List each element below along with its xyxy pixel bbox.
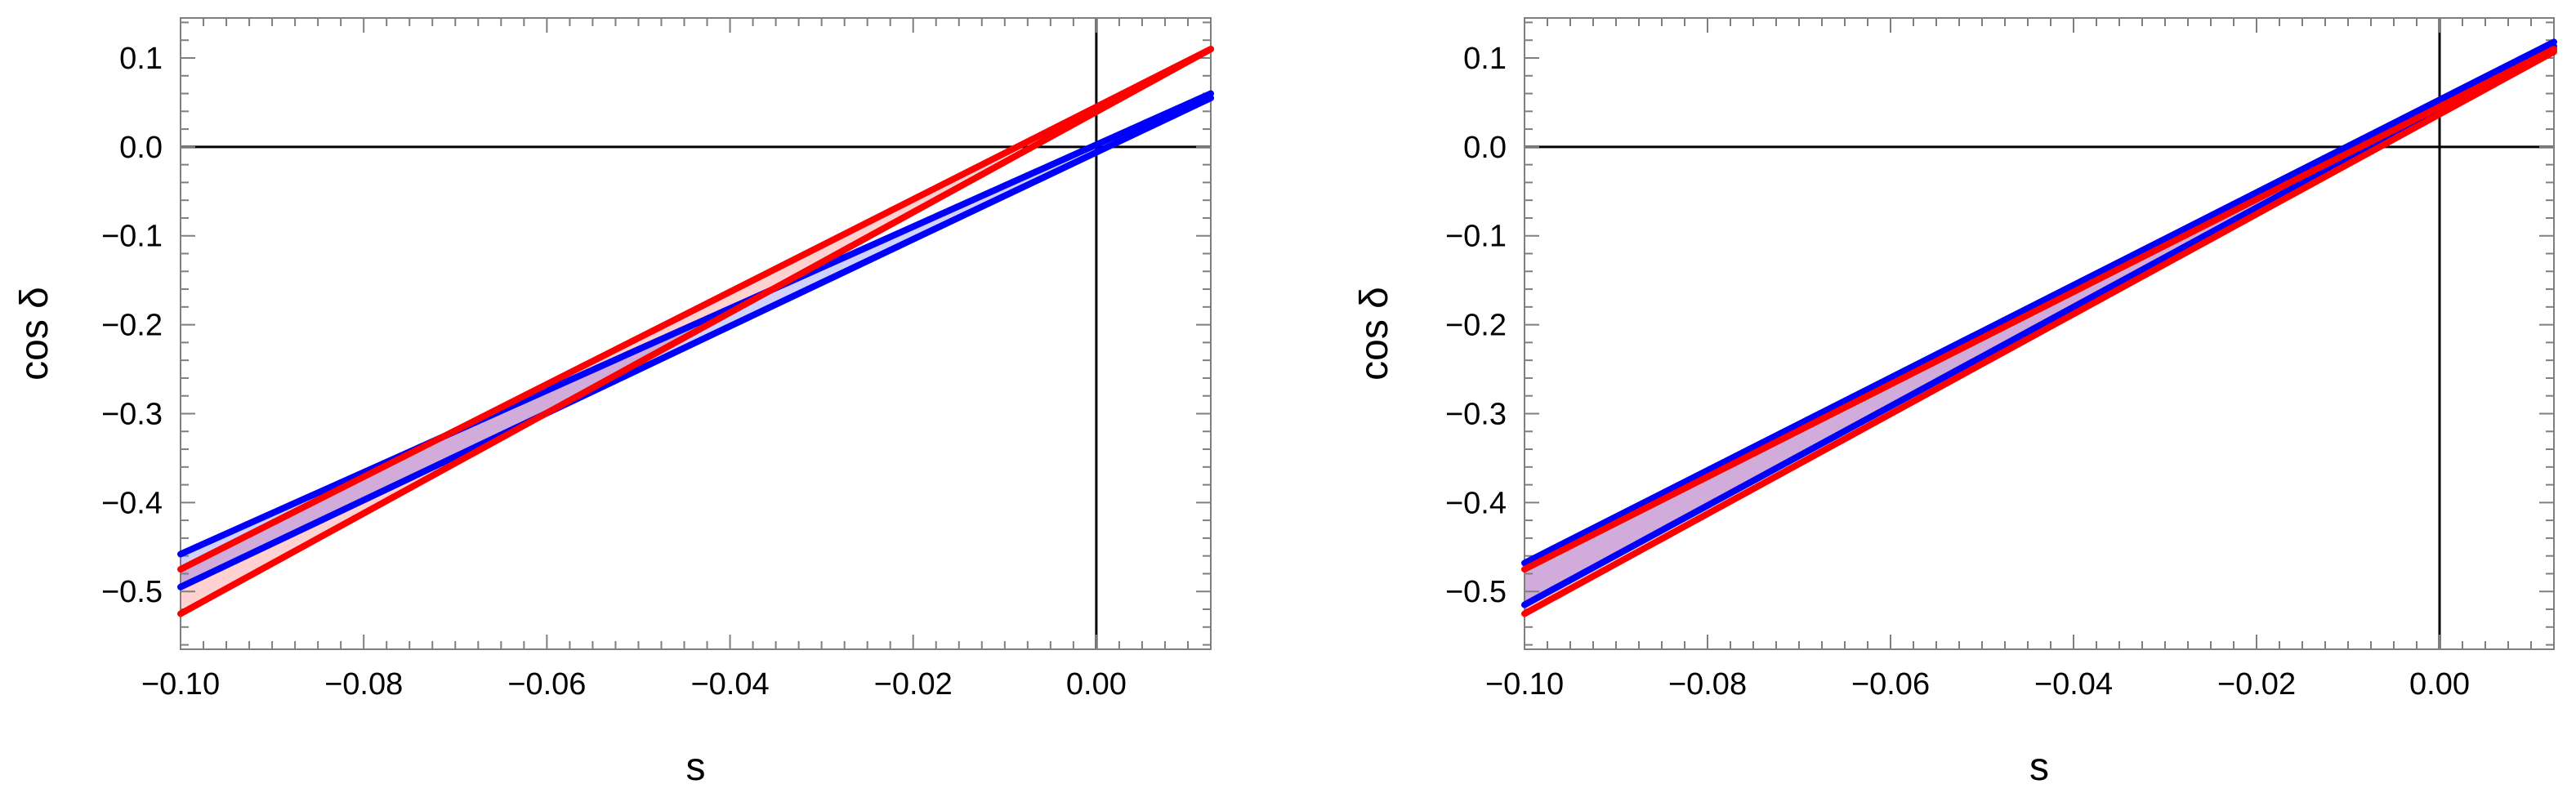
chart0-y-tick-label: −0.5 <box>101 575 163 609</box>
chart0-series-line-0 <box>177 90 1214 558</box>
chart0-series-line-3 <box>177 46 1214 617</box>
chart1-series-line-3 <box>1521 48 2557 617</box>
chart0-x-tick-label: −0.08 <box>324 667 403 702</box>
chart-left: −0.10 −0.08 −0.06 −0.04 −0.02 0.00 0.1 0.0 −0.1 −… <box>13 17 1214 789</box>
chart0-y-tick-label: 0.1 <box>119 42 163 76</box>
chart1-x-tick-label: −0.08 <box>1668 667 1747 702</box>
chart0-y-tick-label: −0.4 <box>101 486 163 520</box>
chart1-y-tick-label: −0.2 <box>1445 309 1507 343</box>
chart1-y-axis-label: cos δ <box>1353 287 1396 381</box>
chart0-y-tick-label: −0.1 <box>101 220 163 254</box>
chart0-series-line-1 <box>177 94 1214 590</box>
chart1-y-tick-label: −0.5 <box>1445 575 1507 609</box>
chart1-y-tick-label: −0.1 <box>1445 220 1507 254</box>
chart1-y-tick-label: −0.3 <box>1445 397 1507 431</box>
chart0-plot-frame <box>180 17 1212 650</box>
chart1-series-line-1 <box>1521 42 2557 608</box>
chart1-x-tick-label: −0.02 <box>2217 667 2296 702</box>
chart0-y-tick-label: −0.3 <box>101 397 163 431</box>
chart1-x-tick-label: −0.10 <box>1485 667 1564 702</box>
chart0-y-axis-label: cos δ <box>13 287 56 381</box>
chart0-series-line-2 <box>177 46 1214 573</box>
chart1-y-tick-label: 0.0 <box>1463 131 1507 165</box>
chart0-x-tick-label: 0.00 <box>1066 667 1127 702</box>
chart1-series-line-0 <box>1521 38 2557 567</box>
chart0-x-tick-label: −0.04 <box>690 667 769 702</box>
chart-right: −0.10 −0.08 −0.06 −0.04 −0.02 0.00 0.1 0.0 −0.1 −… <box>1353 17 2557 789</box>
chart0-x-tick-label: −0.06 <box>507 667 586 702</box>
chart1-x-tick-label: −0.06 <box>1851 667 1930 702</box>
chart0-y-tick-label: 0.0 <box>119 131 163 165</box>
chart1-y-tick-label: 0.1 <box>1463 42 1507 76</box>
chart0-x-tick-label: −0.02 <box>874 667 953 702</box>
chart1-x-tick-label: 0.00 <box>2409 667 2470 702</box>
chart1-y-tick-label: −0.4 <box>1445 486 1507 520</box>
chart0-x-axis-label: s <box>686 746 706 789</box>
chart0-x-tick-label: −0.10 <box>141 667 220 702</box>
chart1-x-axis-label: s <box>2029 746 2049 789</box>
chart1-series-line-2 <box>1521 46 2557 573</box>
chart1-x-tick-label: −0.04 <box>2034 667 2113 702</box>
chart1-plot-frame <box>1524 17 2555 650</box>
chart0-y-tick-label: −0.2 <box>101 309 163 343</box>
